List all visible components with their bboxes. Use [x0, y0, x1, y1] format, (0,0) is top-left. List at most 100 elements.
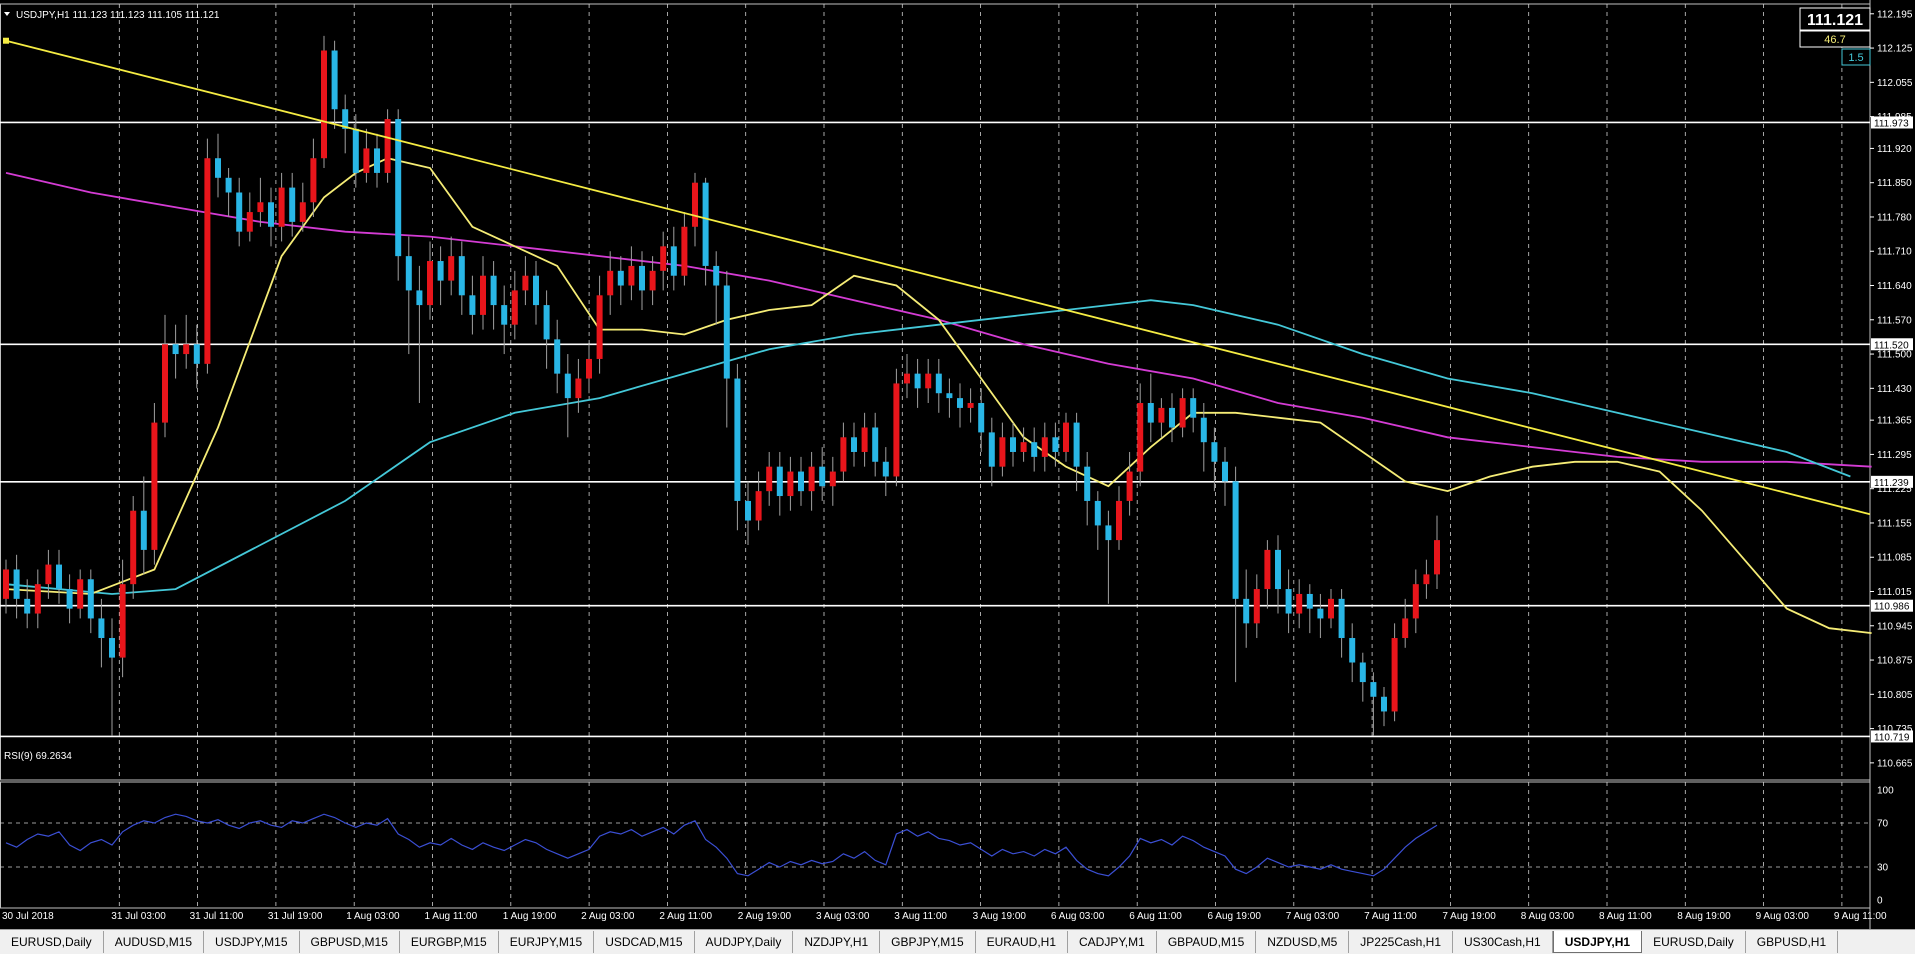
candle-body — [978, 403, 985, 433]
candle-body — [236, 192, 243, 232]
candle-body — [310, 158, 317, 203]
chart-tab[interactable]: USDCAD,M15 — [594, 931, 695, 953]
candle-body — [851, 437, 857, 452]
chart-tab[interactable]: CADJPY,M1 — [1068, 931, 1157, 953]
time-axis: 30 Jul 2018 31 Jul 03:00 31 Jul 11:00 31 Ju… — [2, 911, 1887, 922]
candle-body — [660, 246, 667, 271]
price-label: 111.850 — [1877, 178, 1912, 189]
chart-tab[interactable]: GBPJPY,M15 — [880, 931, 976, 953]
candle-body — [204, 158, 211, 364]
time-label: 1 Aug 19:00 — [503, 911, 557, 922]
candle-body — [1253, 589, 1260, 624]
chart-tab[interactable]: NZDUSD,M5 — [1256, 931, 1350, 953]
level-tag — [1871, 599, 1913, 612]
trendline[interactable] — [3, 37, 1871, 516]
candle-body — [819, 466, 826, 487]
time-label: 3 Aug 03:00 — [816, 911, 870, 922]
rsi-panel: 100 70 30 0 — [0, 786, 1894, 907]
time-label: 9 Aug 11:00 — [1834, 911, 1887, 922]
rsi-tick-label: 0 — [1877, 896, 1883, 907]
price-label: 111.920 — [1877, 144, 1912, 155]
candle-body — [469, 295, 476, 315]
candle-body — [554, 339, 561, 374]
price-label: 112.125 — [1877, 44, 1913, 55]
time-label: 3 Aug 19:00 — [973, 911, 1027, 922]
time-label: 6 Aug 03:00 — [1051, 911, 1105, 922]
candle-body — [1158, 407, 1165, 423]
candle-body — [1105, 525, 1112, 541]
candle-body — [183, 344, 190, 355]
time-label: 8 Aug 03:00 — [1521, 911, 1575, 922]
candle-body — [596, 295, 603, 359]
candle-body — [1147, 403, 1154, 423]
candle-body — [808, 466, 815, 492]
chart-tab[interactable]: NZDJPY,H1 — [793, 931, 881, 953]
chart-tab[interactable]: JP225Cash,H1 — [1349, 931, 1454, 953]
candle-body — [246, 212, 253, 232]
candle-body — [586, 358, 592, 379]
candle-body — [1370, 682, 1377, 697]
time-label: 9 Aug 03:00 — [1756, 911, 1810, 922]
candle-body — [1412, 584, 1419, 619]
candle-body — [787, 471, 794, 497]
chart-tab[interactable]: GBPUSD,M15 — [300, 931, 400, 953]
chart-tab[interactable]: EURUSD,Daily — [0, 931, 104, 953]
chart-tab[interactable]: AUDJPY,Daily — [695, 931, 794, 953]
candle-body — [575, 378, 582, 399]
chart-tab[interactable]: US30Cash,H1 — [1453, 931, 1553, 953]
candle-body — [458, 256, 465, 296]
price-label: 111.710 — [1877, 247, 1912, 258]
candle-body — [681, 226, 688, 276]
chart-tab[interactable]: GBPAUD,M15 — [1157, 931, 1257, 953]
candle-body — [1073, 422, 1080, 467]
candle-body — [172, 344, 179, 355]
candle-body — [331, 50, 338, 110]
chart-tab[interactable]: USDJPY,H1 — [1552, 931, 1643, 953]
chart-tab[interactable]: EURUSD,Daily — [1642, 931, 1746, 953]
candle-body — [13, 569, 20, 599]
level-label: 111.239 — [1874, 478, 1909, 489]
chart-tab[interactable]: EURAUD,H1 — [976, 931, 1068, 953]
candle-body — [374, 148, 380, 173]
candle-body — [1169, 407, 1175, 428]
candle-body — [1126, 471, 1133, 501]
candle-body — [999, 437, 1006, 467]
candle-body — [872, 427, 879, 462]
time-label: 3 Aug 11:00 — [894, 911, 947, 922]
candle-body — [1179, 398, 1186, 428]
chart-tab[interactable]: EURJPY,M15 — [499, 931, 595, 953]
spread-value: 46.7 — [1824, 34, 1845, 46]
candle-body — [1423, 574, 1430, 585]
candle-body — [1137, 403, 1144, 472]
candle-body — [66, 589, 73, 609]
candle-body — [162, 344, 168, 423]
candle-body — [914, 373, 921, 389]
chart-tab[interactable]: EURGBP,M15 — [400, 931, 499, 953]
rsi-line — [5, 813, 1438, 877]
candle-body — [639, 265, 645, 291]
collapse-arrow-icon[interactable] — [4, 12, 10, 16]
level-tag — [1871, 475, 1913, 488]
price-label: 111.225 — [1877, 484, 1912, 495]
candle-body — [543, 305, 550, 340]
chart-tab[interactable]: USDJPY,M15 — [204, 931, 300, 953]
candle-body — [448, 256, 455, 281]
chart-tab[interactable]: AUDUSD,M15 — [104, 931, 205, 953]
candle-body — [289, 187, 296, 222]
chart-tabs: EURUSD,Daily AUDUSD,M15 USDJPY,M15 GBPUSD,M… — [0, 929, 1915, 954]
candle-body — [692, 182, 698, 227]
time-label: 2 Aug 19:00 — [738, 911, 792, 922]
candle-body — [745, 500, 751, 521]
chart-tab[interactable]: GBPUSD,H1 — [1746, 931, 1839, 953]
candle-body — [904, 373, 910, 384]
time-label: 31 Jul 03:00 — [111, 911, 166, 922]
candle-body — [87, 579, 94, 619]
time-label: 7 Aug 19:00 — [1442, 911, 1496, 922]
candle-body — [607, 270, 614, 296]
candle-body — [1285, 589, 1292, 614]
candle-body — [1232, 481, 1239, 599]
candle-body — [670, 246, 677, 276]
time-label: 31 Jul 11:00 — [190, 911, 244, 922]
candle-body — [490, 275, 497, 306]
